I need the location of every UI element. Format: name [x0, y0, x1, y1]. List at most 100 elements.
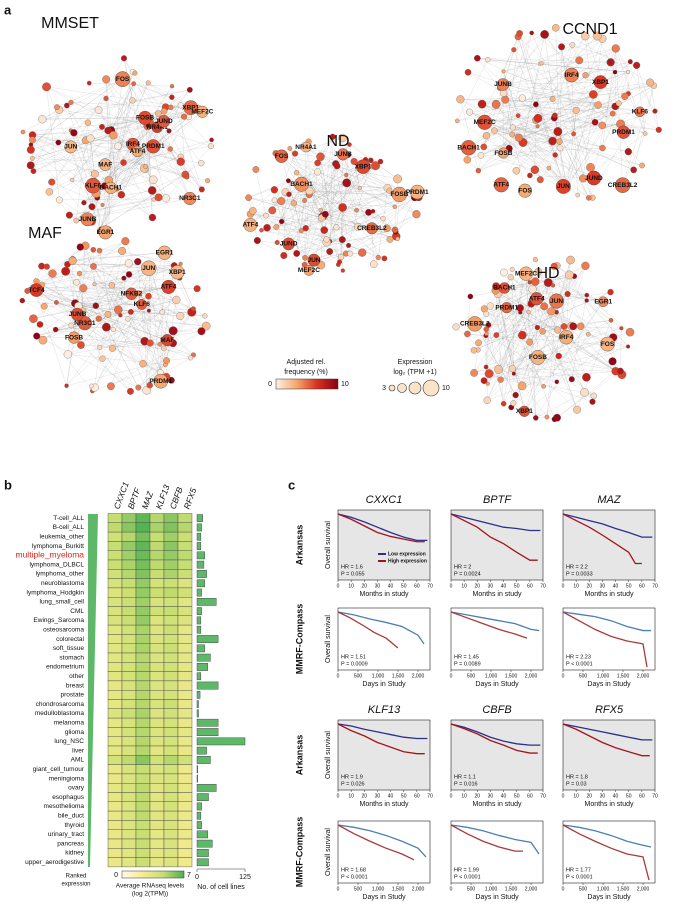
node: [263, 224, 271, 232]
gene-node: [501, 302, 513, 314]
heatmap-cell: [107, 773, 123, 784]
hr-text: HR = 1.68: [341, 867, 366, 873]
node: [143, 164, 149, 169]
node: [530, 165, 540, 175]
edge: [76, 174, 186, 221]
node: [527, 172, 533, 179]
legend-label: (log 2(TPM)): [132, 891, 168, 898]
heatmap-cell: [121, 652, 137, 663]
survival-curve: [337, 723, 425, 755]
edge: [485, 303, 532, 368]
edge: [104, 185, 106, 233]
node: [539, 61, 544, 66]
x-tick-label: 30: [375, 583, 381, 589]
gene-node: [634, 106, 646, 117]
node: [466, 108, 473, 116]
edge: [505, 32, 532, 100]
heatmap-cell: [107, 810, 123, 821]
heatmap-cell: [135, 773, 151, 784]
gene-label: BACH1: [493, 285, 516, 292]
edge: [554, 94, 594, 116]
heatmap-cell: [107, 792, 123, 803]
heatmap-cell: [163, 755, 179, 765]
node: [302, 198, 307, 203]
gene-node: [303, 264, 315, 276]
node: [564, 270, 574, 280]
node: [483, 364, 489, 370]
bar: [196, 737, 246, 746]
x-axis-label: Months in study: [359, 801, 409, 808]
node: [193, 285, 201, 293]
x-tick-label: 2,000: [412, 673, 425, 679]
heatmap-cell: [135, 662, 151, 672]
heatmap-cell: [177, 680, 193, 691]
gene-label: ATF4: [130, 148, 146, 155]
node: [36, 321, 44, 328]
heatmap-cell: [163, 587, 179, 598]
edge: [49, 162, 124, 193]
edge: [512, 127, 559, 139]
edge: [272, 210, 306, 258]
x-axis-label: Days in Study: [587, 681, 631, 688]
x-tick-label: 30: [488, 583, 494, 589]
node: [338, 133, 347, 143]
legend-max: 10: [442, 385, 450, 392]
node: [70, 129, 78, 137]
node: [81, 200, 87, 206]
node: [377, 158, 384, 165]
edge: [342, 154, 379, 258]
heatmap-cell: [149, 820, 165, 830]
edge: [98, 89, 190, 111]
heatmap-cell: [107, 643, 123, 654]
edge: [500, 320, 612, 380]
row-label: urinary_tract: [48, 831, 84, 838]
edge: [184, 116, 211, 147]
edge: [33, 117, 146, 172]
row-label: breast: [66, 682, 84, 689]
x-tick-label: 0: [562, 793, 565, 799]
node: [68, 99, 74, 105]
edge: [320, 156, 327, 240]
edge: [36, 289, 205, 317]
node: [90, 247, 97, 253]
node: [259, 227, 264, 233]
node: [500, 268, 508, 277]
x-tick-label: 60: [414, 793, 420, 799]
edge: [326, 196, 419, 240]
heatmap-cell: [177, 643, 193, 654]
row-label: B-cell_ALL: [53, 524, 85, 531]
heatmap-cell: [135, 643, 151, 654]
edge: [146, 312, 163, 391]
gene-node: [77, 316, 92, 331]
survival-curve: [562, 611, 651, 632]
gene-label: JUNB: [79, 216, 97, 223]
x-tick-label: 2,000: [637, 886, 650, 892]
heatmap-cell: [163, 643, 179, 654]
node: [160, 108, 168, 115]
node: [566, 255, 575, 265]
heatmap-cell: [177, 727, 193, 737]
node: [540, 30, 549, 39]
heatmap-cell: [135, 810, 151, 821]
node: [581, 261, 590, 270]
edge: [484, 122, 562, 184]
heatmap-cell: [107, 848, 123, 858]
heatmap-cell: [149, 531, 165, 542]
node: [611, 44, 620, 53]
heatmap-cell: [177, 652, 193, 663]
edge: [320, 214, 417, 266]
heatmap-cell: [163, 857, 179, 868]
edge: [561, 46, 574, 134]
heatmap-cell: [135, 848, 151, 858]
network-title: MMSET: [41, 15, 99, 32]
survival-curve: [562, 513, 653, 538]
gene-node: [131, 145, 144, 158]
gene-label: PRDM1: [406, 189, 429, 196]
edge: [66, 360, 167, 386]
edge: [144, 117, 167, 199]
gene-label: FOS: [518, 187, 532, 194]
edge: [281, 194, 290, 222]
node: [485, 322, 492, 328]
node: [263, 212, 269, 219]
edge: [503, 147, 603, 154]
